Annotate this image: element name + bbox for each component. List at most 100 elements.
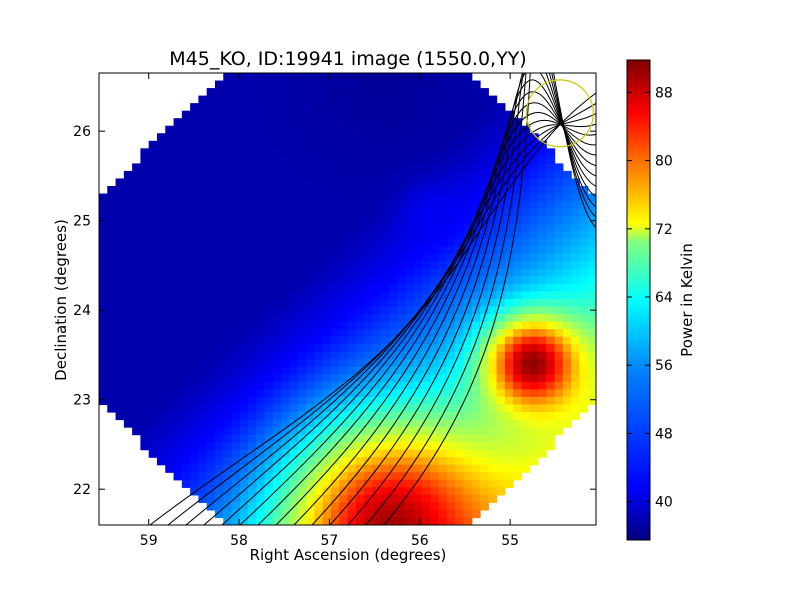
heatmap-cell	[513, 359, 523, 368]
heatmap-cell	[339, 494, 349, 503]
heatmap-cell	[289, 178, 299, 187]
heatmap-cell	[297, 73, 307, 82]
heatmap-cell	[521, 374, 531, 383]
heatmap-cell	[115, 246, 125, 255]
heatmap-cell	[140, 427, 150, 436]
heatmap-cell	[546, 238, 556, 247]
heatmap-cell	[165, 336, 175, 345]
heatmap-cell	[206, 95, 216, 104]
heatmap-cell	[140, 208, 150, 217]
heatmap-cell	[115, 201, 125, 210]
heatmap-cell	[397, 170, 407, 180]
heatmap-cell	[513, 178, 523, 187]
heatmap-cell	[165, 193, 175, 202]
heatmap-cell	[372, 208, 382, 217]
heatmap-cell	[239, 246, 249, 255]
heatmap-cell	[554, 216, 564, 225]
heatmap-cell	[190, 389, 199, 398]
heatmap-cell	[190, 103, 199, 112]
heatmap-cell	[504, 321, 514, 330]
heatmap-cell	[173, 321, 183, 330]
contour-line	[275, 91, 596, 525]
heatmap-cell	[231, 80, 241, 89]
heatmap-cell	[471, 186, 481, 195]
heatmap-cell	[248, 231, 257, 240]
heatmap-cell	[214, 186, 224, 195]
heatmap-cell	[347, 193, 357, 202]
heatmap-cell	[156, 238, 166, 247]
heatmap-cell	[123, 419, 133, 428]
heatmap-cell	[413, 133, 423, 142]
heatmap-cell	[496, 479, 506, 488]
heatmap-cell	[297, 125, 307, 134]
heatmap-cell	[281, 155, 291, 164]
heatmap-cell	[272, 216, 282, 225]
heatmap-cell	[339, 110, 349, 119]
heatmap-cell	[281, 412, 291, 421]
heatmap-cell	[198, 427, 208, 436]
heatmap-cell	[206, 110, 216, 119]
heatmap-cell	[587, 359, 596, 368]
heatmap-cell	[306, 314, 315, 323]
heatmap-cell	[256, 404, 266, 413]
heatmap-cell	[281, 419, 291, 428]
heatmap-cell	[165, 449, 175, 458]
heatmap-cell	[480, 502, 489, 511]
heatmap-cell	[446, 464, 456, 473]
heatmap-cell	[132, 163, 142, 172]
heatmap-cell	[115, 186, 125, 195]
heatmap-cell	[181, 457, 191, 466]
heatmap-cell	[397, 321, 407, 330]
heatmap-cell	[231, 419, 241, 428]
heatmap-cell	[488, 261, 498, 270]
heatmap-cell	[397, 299, 407, 308]
heatmap-cell	[165, 155, 175, 164]
heatmap-cell	[330, 268, 340, 277]
heatmap-cell	[364, 419, 373, 428]
heatmap-cell	[562, 381, 572, 390]
heatmap-cell	[521, 329, 531, 338]
heatmap-cell	[206, 321, 216, 330]
heatmap-cell	[140, 238, 150, 247]
heatmap-cell	[148, 216, 158, 225]
heatmap-cell	[496, 155, 506, 164]
heatmap-cell	[372, 344, 382, 353]
heatmap-cell	[405, 299, 415, 308]
heatmap-cell	[181, 381, 191, 390]
heatmap-cell	[156, 336, 166, 345]
heatmap-cell	[272, 494, 282, 503]
heatmap-cell	[272, 434, 282, 443]
heatmap-cell	[190, 148, 199, 157]
heatmap-cell	[446, 389, 456, 398]
heatmap-cell	[198, 419, 208, 428]
heatmap-cell	[256, 344, 266, 353]
heatmap-cell	[562, 412, 572, 421]
heatmap-cell	[422, 201, 431, 210]
heatmap-cell	[413, 118, 423, 127]
heatmap-cell	[364, 321, 373, 330]
heatmap-cell	[347, 381, 357, 390]
heatmap-cell	[306, 118, 315, 127]
heatmap-cell	[388, 502, 398, 511]
heatmap-cell	[248, 253, 257, 262]
heatmap-cell	[579, 314, 589, 323]
heatmap-cell	[190, 336, 199, 345]
heatmap-cell	[413, 193, 423, 202]
heatmap-cell	[306, 306, 315, 315]
heatmap-cell	[314, 223, 324, 232]
heatmap-cell	[248, 291, 257, 300]
heatmap-cell	[272, 125, 282, 134]
heatmap-cell	[206, 336, 216, 345]
heatmap-cell	[380, 472, 390, 481]
heatmap-cell	[272, 299, 282, 308]
heatmap-cell	[281, 374, 291, 383]
heatmap-cell	[513, 216, 523, 225]
heatmap-cell	[380, 404, 390, 413]
heatmap-cell	[521, 442, 531, 451]
heatmap-cell	[339, 133, 349, 142]
heatmap-cell	[330, 231, 340, 240]
heatmap-cell	[256, 502, 266, 511]
heatmap-cell	[181, 223, 191, 232]
heatmap-cell	[140, 329, 150, 338]
heatmap-cell	[480, 427, 489, 436]
